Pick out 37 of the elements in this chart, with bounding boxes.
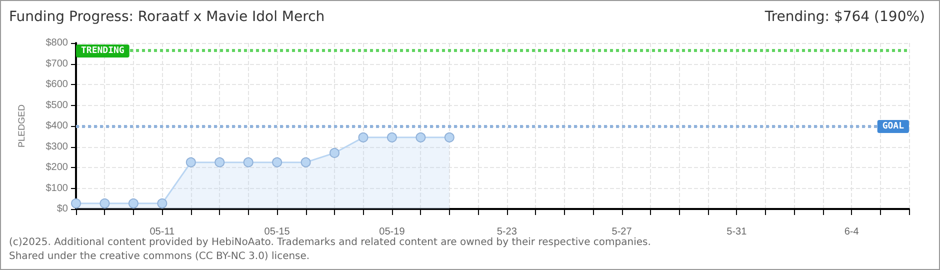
- point: [330, 148, 340, 158]
- text: (c)2025. Additional content provided by HebiNoAato. Trademarks and related content are owned by their respective companies.: [9, 237, 651, 248]
- point: [300, 157, 311, 168]
- point: [386, 132, 397, 142]
- y-tick-label: $700: [46, 58, 68, 70]
- point: [214, 157, 225, 168]
- point: [358, 132, 368, 142]
- point: [128, 198, 138, 208]
- chart-title: Funding Progress: Roraatf x Mavie Idol Merch: [9, 9, 325, 25]
- point: [157, 198, 168, 208]
- y-tick-label: $200: [46, 162, 68, 173]
- y-tick-label: $600: [46, 79, 68, 90]
- point: [444, 132, 454, 142]
- text: Trending: $764 (190%): [764, 9, 925, 25]
- x-tick-label: 6-4: [844, 226, 860, 238]
- y-tick-label: $500: [46, 100, 68, 111]
- point: [243, 157, 254, 168]
- point: [416, 132, 426, 142]
- x-tick-label: 05-11: [150, 226, 176, 238]
- y-tick-label: $100: [46, 182, 68, 194]
- point: [272, 157, 282, 168]
- ref-line-label: GOAL: [882, 122, 905, 132]
- y-tick-label: $800: [46, 38, 68, 48]
- x-tick-label: 05-15: [264, 226, 290, 238]
- x-tick-label: 5-27: [612, 226, 632, 238]
- y-tick-label: $400: [46, 120, 68, 132]
- x-tick-label: 05-19: [379, 226, 406, 238]
- point: [100, 198, 110, 208]
- y-axis-title: PLEDGED: [16, 104, 26, 148]
- y-tick-label: $300: [46, 141, 68, 152]
- x-tick-label: 5-31: [726, 226, 748, 238]
- ref-line-label: TRENDING: [81, 46, 124, 56]
- y-tick-label: $0: [56, 204, 68, 214]
- text: Shared under the creative commons (CC BY-NC 3.0) license.: [9, 251, 310, 262]
- point: [71, 198, 81, 208]
- point: [186, 157, 196, 168]
- x-tick-label: 5-23: [496, 226, 518, 238]
